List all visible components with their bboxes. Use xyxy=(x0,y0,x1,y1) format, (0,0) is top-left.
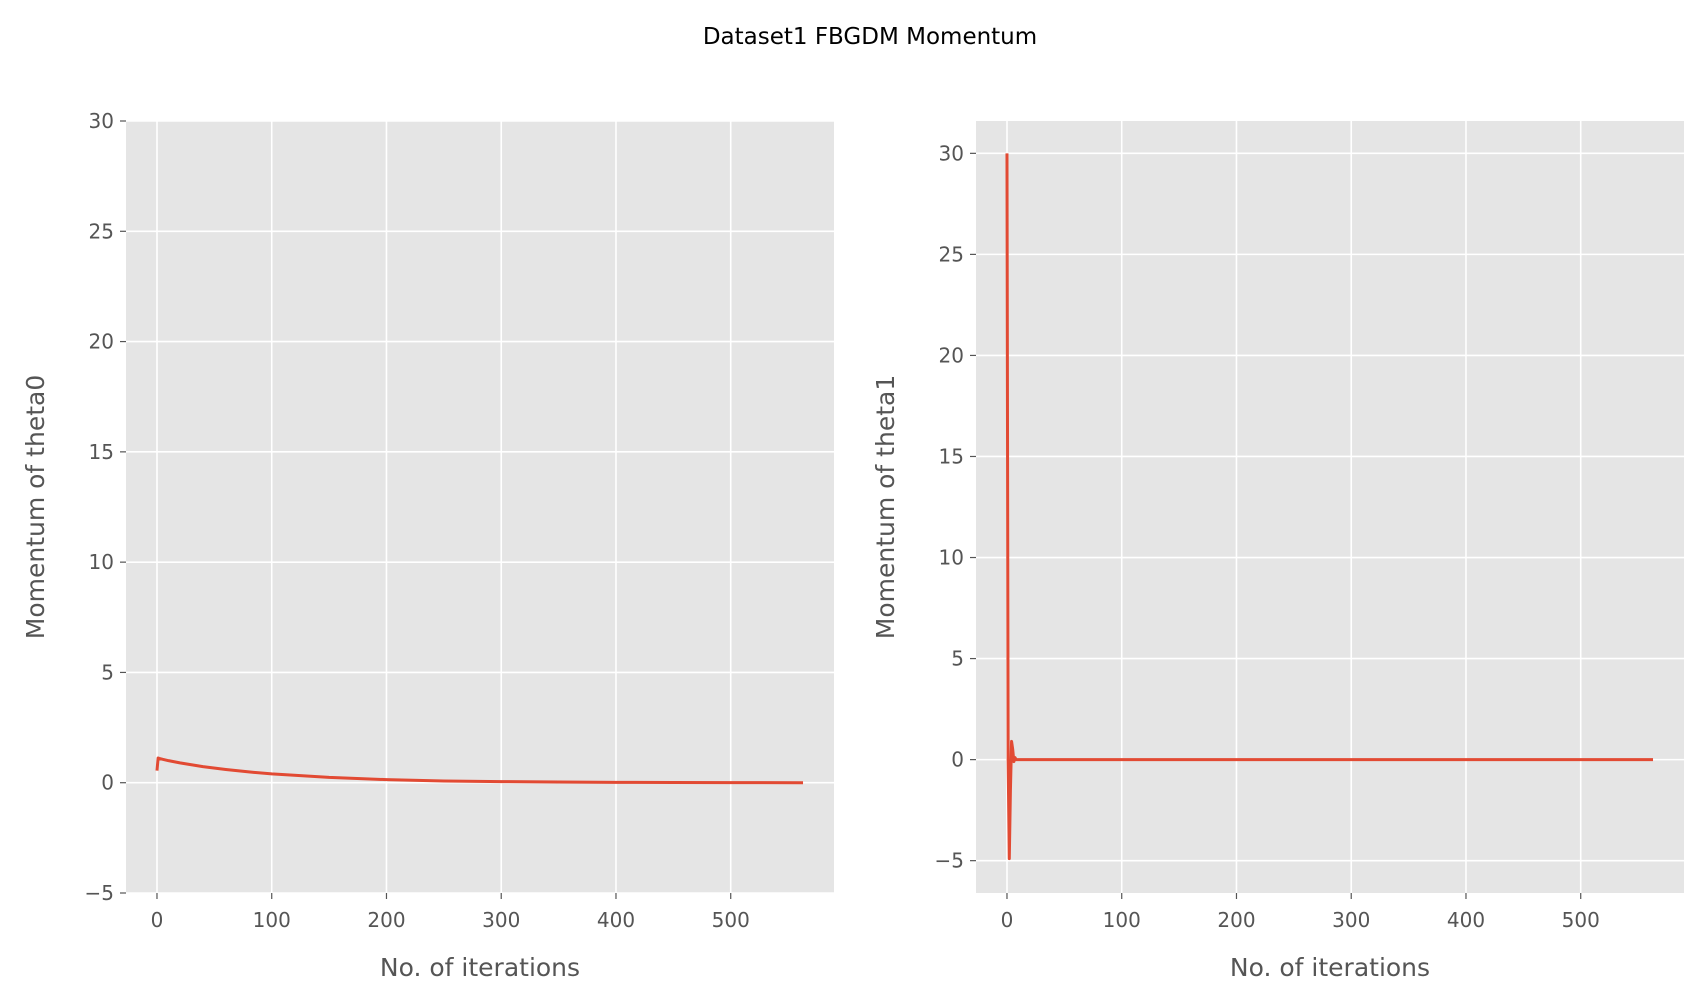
x-tick-label: 0 xyxy=(151,908,164,932)
x-tick-label: 100 xyxy=(253,908,291,932)
x-tick-label: 100 xyxy=(1103,908,1141,932)
y-tick-label: 0 xyxy=(101,771,114,795)
y-tick-label: 5 xyxy=(101,660,114,684)
y-tick-label: 10 xyxy=(939,546,964,570)
x-tick-label: 400 xyxy=(597,908,635,932)
y-tick-label: 30 xyxy=(89,109,114,133)
x-tick-label: 400 xyxy=(1447,908,1485,932)
figure-title: Dataset1 FBGDM Momentum xyxy=(703,24,1037,50)
y-tick-label: 25 xyxy=(939,242,964,266)
y-tick-label: 15 xyxy=(89,440,114,464)
y-tick-label: 20 xyxy=(89,330,114,354)
plot-area xyxy=(126,121,834,893)
y-tick-label: 30 xyxy=(939,141,964,165)
y-axis-label: Momentum of theta1 xyxy=(871,375,900,640)
y-tick-label: 25 xyxy=(89,219,114,243)
y-tick-label: 20 xyxy=(939,343,964,367)
y-tick-label: 5 xyxy=(951,647,964,671)
series-line xyxy=(1005,153,1654,861)
x-tick-label: 500 xyxy=(1562,908,1600,932)
x-tick-label: 0 xyxy=(1001,908,1014,932)
x-tick-label: 500 xyxy=(712,908,750,932)
y-tick-label: −5 xyxy=(935,849,964,873)
x-axis-label: No. of iterations xyxy=(380,953,580,982)
y-axis-label: Momentum of theta0 xyxy=(21,375,50,640)
x-tick-label: 300 xyxy=(1332,908,1370,932)
subplot-theta1: 0 100 200 300 400 500 −5 0 5 10 15 20 25 30 No. of i… xyxy=(871,121,1684,982)
y-tick-label: −5 xyxy=(85,881,114,905)
x-tick-label: 200 xyxy=(367,908,405,932)
x-tick-label: 200 xyxy=(1217,908,1255,932)
y-tick-label: 0 xyxy=(951,748,964,772)
x-axis-label: No. of iterations xyxy=(1230,953,1430,982)
y-tick-label: 15 xyxy=(939,444,964,468)
x-tick-label: 300 xyxy=(482,908,520,932)
series-line xyxy=(155,756,804,785)
subplot-theta0: 0 100 200 300 400 500 −5 0 5 10 15 20 25 30 No. of i… xyxy=(21,109,834,982)
y-tick-label: 10 xyxy=(89,550,114,574)
plot-area xyxy=(976,121,1684,893)
